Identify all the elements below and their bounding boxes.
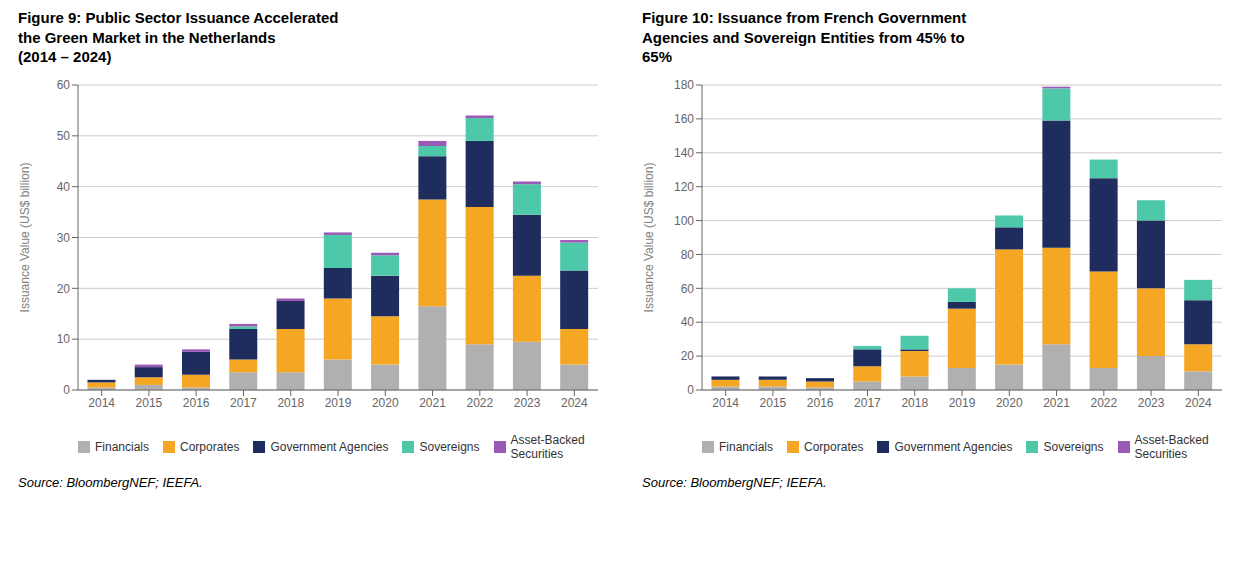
html-text:Figure 9: Public Sector Issuan: Figure 9: Public Sector Issuance Acceler…	[18, 9, 339, 26]
svg-text:2022: 2022	[1090, 395, 1117, 409]
svg-text:180: 180	[674, 78, 694, 92]
svg-text:60: 60	[57, 78, 71, 92]
html-text:the Green Market in the Nether: the Green Market in the Netherlands	[18, 28, 276, 46]
svg-text:Issuance Value (US$ billion): Issuance Value (US$ billion)	[642, 162, 656, 312]
html-text:Financials: Financials	[95, 439, 149, 454]
svg-text:2021: 2021	[1043, 395, 1070, 409]
html-text:Source: BloombergNEF; IEEFA.: Source: BloombergNEF; IEEFA.	[18, 474, 203, 490]
svg-text:0: 0	[687, 383, 694, 397]
svg-text:2017: 2017	[854, 395, 881, 409]
svg-text:2018: 2018	[277, 395, 304, 409]
html-text:Securities: Securities	[510, 446, 564, 461]
svg-text:2023: 2023	[514, 395, 541, 409]
svg-text:30: 30	[57, 230, 71, 244]
html-text:Asset-Backed: Asset-Backed	[1134, 432, 1209, 447]
svg-text:140: 140	[674, 146, 694, 160]
svg-text:2018: 2018	[901, 395, 928, 409]
svg-text:2015: 2015	[760, 395, 787, 409]
html-text:Government Agencies: Government Agencies	[270, 439, 389, 454]
html-text:Asset-Backed: Asset-Backed	[510, 432, 585, 447]
svg-text:2024: 2024	[1185, 395, 1212, 409]
html-text:Sovereigns: Sovereigns	[1043, 439, 1104, 454]
svg-text:0: 0	[63, 383, 70, 397]
html-text:Government Agencies: Government Agencies	[894, 439, 1013, 454]
html-text:Sovereigns: Sovereigns	[419, 439, 480, 454]
svg-text:50: 50	[57, 129, 71, 143]
svg-text:60: 60	[681, 281, 695, 295]
svg-text:40: 40	[681, 315, 695, 329]
svg-text:2021: 2021	[419, 395, 446, 409]
svg-text:2019: 2019	[325, 395, 352, 409]
html-text:Securities: Securities	[1134, 446, 1188, 461]
svg-text:Issuance Value (US$ billion): Issuance Value (US$ billion)	[18, 162, 32, 312]
html-text:65%: 65%	[642, 48, 672, 65]
svg-text:2014: 2014	[712, 395, 739, 409]
svg-text:2014: 2014	[88, 395, 115, 409]
svg-text:40: 40	[57, 179, 71, 193]
html-text:Figure 10: Issuance from Frenc: Figure 10: Issuance from French Governme…	[642, 9, 967, 26]
html-text:Agencies and Sovereign Entitie: Agencies and Sovereign Entities from 45%…	[642, 28, 965, 46]
svg-text:2020: 2020	[372, 395, 399, 409]
svg-text:2019: 2019	[949, 395, 976, 409]
html-text:Financials: Financials	[719, 439, 773, 454]
html-text:(2014 – 2024): (2014 – 2024)	[18, 48, 112, 65]
svg-text:100: 100	[674, 213, 694, 227]
svg-text:10: 10	[57, 332, 71, 346]
svg-text:2023: 2023	[1138, 395, 1165, 409]
svg-text:2017: 2017	[230, 395, 257, 409]
html-text:Source: BloombergNEF; IEEFA.: Source: BloombergNEF; IEEFA.	[642, 474, 827, 490]
svg-text:160: 160	[674, 112, 694, 126]
svg-text:20: 20	[681, 349, 695, 363]
svg-text:2016: 2016	[807, 395, 834, 409]
svg-text:2020: 2020	[996, 395, 1023, 409]
svg-text:120: 120	[674, 179, 694, 193]
svg-text:2022: 2022	[466, 395, 493, 409]
svg-text:20: 20	[57, 281, 71, 295]
svg-text:80: 80	[681, 247, 695, 261]
html-text:Corporates: Corporates	[804, 439, 864, 454]
svg-text:2024: 2024	[561, 395, 588, 409]
svg-text:2015: 2015	[136, 395, 163, 409]
html-text:Corporates: Corporates	[180, 439, 240, 454]
svg-text:2016: 2016	[183, 395, 210, 409]
